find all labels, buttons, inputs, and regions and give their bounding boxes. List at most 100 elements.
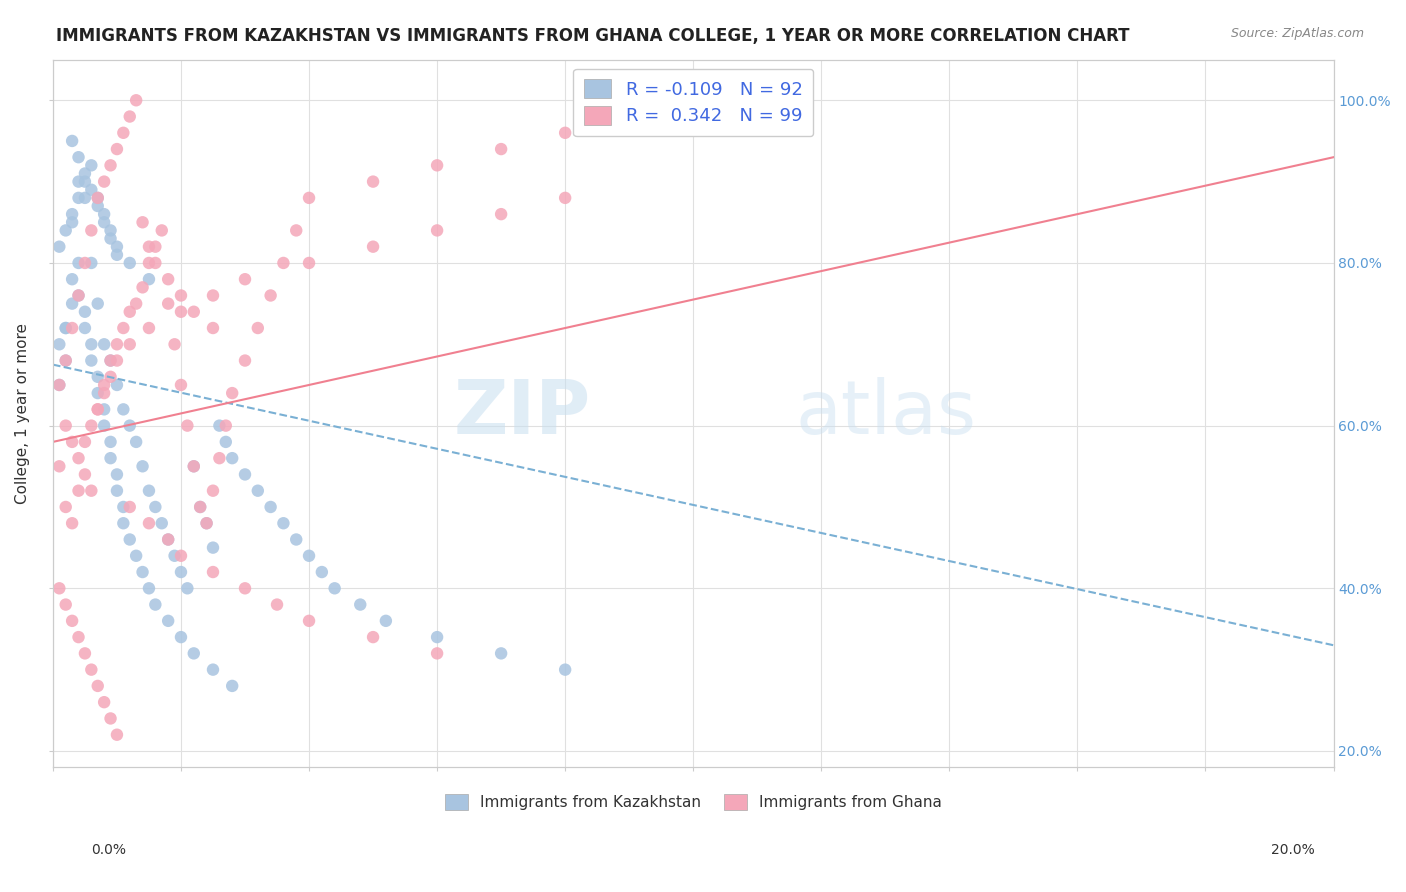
- Point: [118, 304, 141, 318]
- Point: [73, 434, 96, 449]
- Point: [55, 598, 77, 612]
- Point: [682, 93, 704, 107]
- Point: [298, 614, 321, 628]
- Point: [48, 240, 70, 254]
- Point: [112, 126, 135, 140]
- Point: [67, 483, 90, 498]
- Point: [73, 467, 96, 482]
- Point: [259, 500, 281, 514]
- Point: [201, 321, 224, 335]
- Point: [183, 459, 205, 474]
- Point: [93, 215, 115, 229]
- Point: [87, 191, 110, 205]
- Point: [55, 500, 77, 514]
- Text: 20.0%: 20.0%: [1271, 843, 1315, 857]
- Point: [273, 516, 295, 531]
- Point: [67, 288, 90, 302]
- Point: [55, 353, 77, 368]
- Point: [105, 378, 128, 392]
- Point: [131, 565, 153, 579]
- Point: [87, 199, 110, 213]
- Point: [100, 231, 122, 245]
- Point: [157, 296, 180, 310]
- Point: [73, 304, 96, 318]
- Point: [73, 175, 96, 189]
- Point: [489, 142, 512, 156]
- Point: [183, 459, 205, 474]
- Point: [105, 467, 128, 482]
- Point: [131, 280, 153, 294]
- Point: [67, 256, 90, 270]
- Point: [619, 110, 641, 124]
- Point: [48, 337, 70, 351]
- Point: [80, 223, 103, 237]
- Point: [554, 663, 576, 677]
- Point: [215, 418, 238, 433]
- Point: [93, 695, 115, 709]
- Point: [273, 256, 295, 270]
- Point: [55, 223, 77, 237]
- Point: [93, 378, 115, 392]
- Point: [100, 434, 122, 449]
- Point: [60, 434, 83, 449]
- Point: [170, 565, 193, 579]
- Point: [138, 582, 160, 596]
- Point: [138, 240, 160, 254]
- Point: [93, 386, 115, 401]
- Point: [118, 500, 141, 514]
- Point: [87, 296, 110, 310]
- Point: [100, 711, 122, 725]
- Point: [426, 630, 449, 644]
- Point: [170, 549, 193, 563]
- Point: [201, 565, 224, 579]
- Point: [311, 565, 333, 579]
- Point: [67, 630, 90, 644]
- Point: [298, 191, 321, 205]
- Point: [150, 516, 173, 531]
- Point: [145, 500, 167, 514]
- Point: [125, 296, 148, 310]
- Point: [183, 646, 205, 660]
- Point: [67, 191, 90, 205]
- Point: [201, 541, 224, 555]
- Point: [80, 158, 103, 172]
- Point: [266, 598, 288, 612]
- Point: [176, 418, 198, 433]
- Point: [60, 614, 83, 628]
- Point: [118, 256, 141, 270]
- Point: [93, 418, 115, 433]
- Point: [188, 500, 211, 514]
- Point: [80, 256, 103, 270]
- Point: [138, 483, 160, 498]
- Point: [93, 175, 115, 189]
- Point: [105, 483, 128, 498]
- Point: [426, 223, 449, 237]
- Point: [55, 321, 77, 335]
- Point: [100, 353, 122, 368]
- Point: [87, 386, 110, 401]
- Point: [48, 582, 70, 596]
- Point: [131, 215, 153, 229]
- Point: [118, 533, 141, 547]
- Point: [233, 467, 256, 482]
- Point: [138, 321, 160, 335]
- Point: [87, 369, 110, 384]
- Point: [73, 321, 96, 335]
- Point: [80, 418, 103, 433]
- Point: [374, 614, 396, 628]
- Point: [118, 337, 141, 351]
- Point: [55, 321, 77, 335]
- Point: [298, 256, 321, 270]
- Point: [67, 175, 90, 189]
- Point: [73, 646, 96, 660]
- Point: [80, 483, 103, 498]
- Point: [157, 614, 180, 628]
- Point: [176, 582, 198, 596]
- Point: [259, 288, 281, 302]
- Point: [131, 459, 153, 474]
- Point: [67, 150, 90, 164]
- Point: [426, 646, 449, 660]
- Legend: Immigrants from Kazakhstan, Immigrants from Ghana: Immigrants from Kazakhstan, Immigrants f…: [439, 788, 948, 816]
- Point: [112, 402, 135, 417]
- Point: [145, 240, 167, 254]
